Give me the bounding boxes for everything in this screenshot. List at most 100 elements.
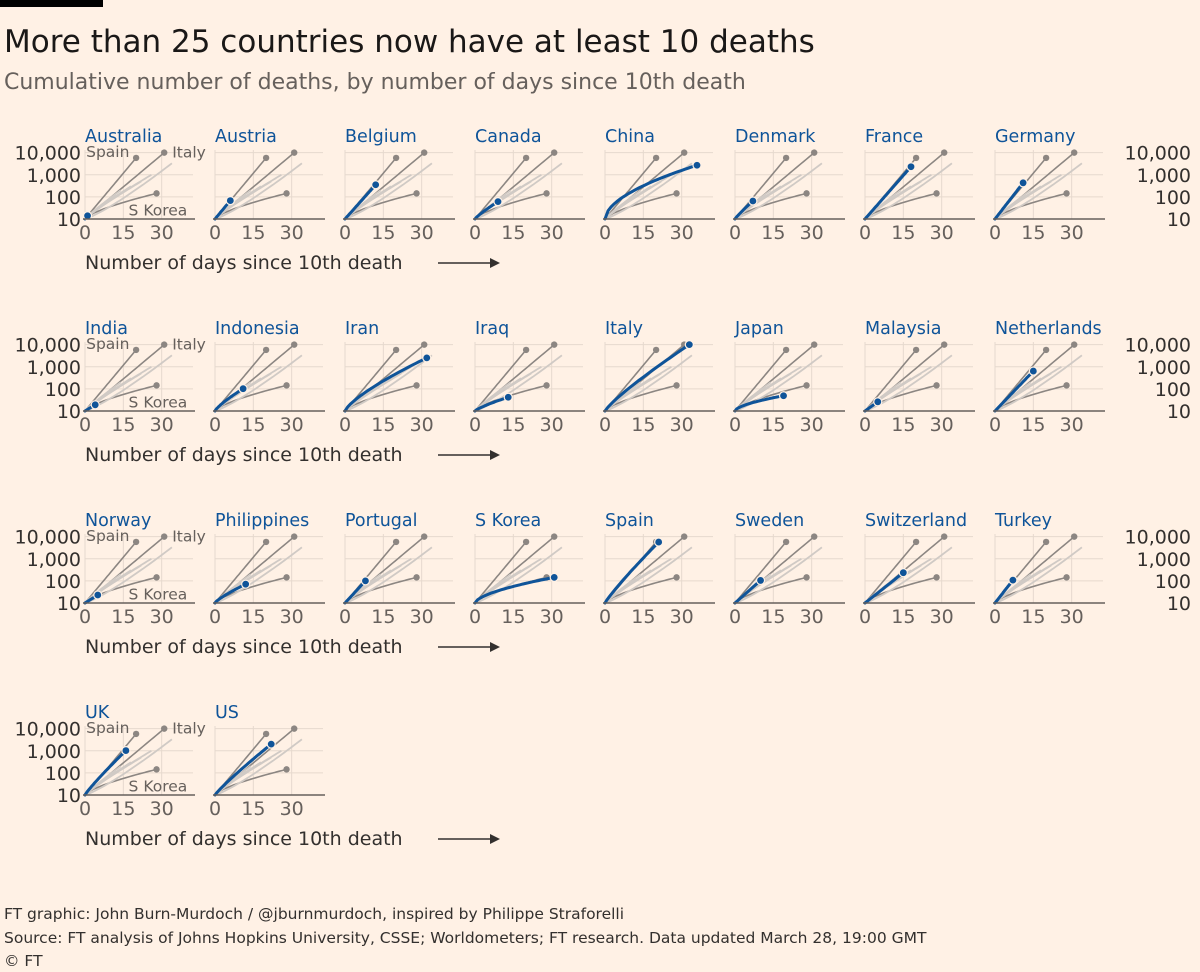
country-line bbox=[993, 578, 1015, 605]
footer-source: Source: FT analysis of Johns Hopkins Uni… bbox=[4, 929, 927, 947]
annotation-skorea: S Korea bbox=[129, 585, 188, 603]
panel-title: Sweden bbox=[735, 511, 804, 531]
reference-end-point bbox=[803, 382, 810, 389]
x-tick-label: 15 bbox=[241, 222, 265, 244]
country-line bbox=[863, 165, 913, 221]
x-tick-label: 30 bbox=[280, 798, 304, 820]
annotation-italy: Italy bbox=[172, 720, 206, 738]
country-end-point bbox=[241, 579, 251, 589]
x-axis-arrow-head bbox=[490, 258, 500, 268]
panel-title: Indonesia bbox=[215, 319, 300, 339]
reference-end-point bbox=[673, 190, 680, 197]
panel-philippines: Philippines 0 15 30 bbox=[209, 511, 325, 628]
reference-end-point bbox=[652, 346, 660, 354]
reference-line bbox=[864, 576, 937, 604]
y-tick-label-right: 10,000 bbox=[1125, 143, 1191, 165]
panel-title: Iraq bbox=[475, 319, 509, 339]
x-tick-label: 0 bbox=[989, 606, 1001, 628]
reference-line bbox=[604, 194, 637, 220]
annotation-italy: Italy bbox=[172, 336, 206, 354]
x-tick-label: 15 bbox=[891, 414, 915, 436]
y-tick-label: 10,000 bbox=[15, 719, 81, 741]
country-end-point bbox=[1028, 366, 1038, 376]
reference-line bbox=[474, 349, 527, 412]
reference-line bbox=[474, 192, 547, 220]
x-tick-label: 30 bbox=[930, 414, 954, 436]
country-end-point bbox=[1008, 575, 1018, 585]
y-tick-label: 10,000 bbox=[15, 527, 81, 549]
reference-end-point bbox=[782, 346, 790, 354]
x-tick-label: 30 bbox=[800, 606, 824, 628]
x-tick-label: 0 bbox=[469, 606, 481, 628]
reference-end-point bbox=[262, 730, 270, 738]
reference-end-point bbox=[681, 149, 688, 156]
y-tick-label: 1,000 bbox=[27, 549, 81, 571]
reference-end-point bbox=[1042, 346, 1050, 354]
country-line bbox=[213, 582, 248, 605]
reference-end-point bbox=[262, 538, 270, 546]
panel-title: Austria bbox=[215, 127, 277, 147]
reference-end-point bbox=[912, 154, 920, 162]
panel-title: Iran bbox=[345, 319, 379, 339]
x-tick-label: 15 bbox=[241, 606, 265, 628]
y-tick-label: 10,000 bbox=[15, 335, 81, 357]
reference-end-point bbox=[413, 574, 420, 581]
x-tick-label: 30 bbox=[150, 222, 174, 244]
reference-end-point bbox=[262, 346, 270, 354]
country-end-point bbox=[93, 590, 103, 600]
country-line bbox=[83, 749, 128, 797]
x-tick-label: 0 bbox=[79, 414, 91, 436]
x-tick-label: 0 bbox=[729, 222, 741, 244]
x-tick-label: 15 bbox=[631, 606, 655, 628]
reference-end-point bbox=[291, 149, 298, 156]
x-tick-label: 0 bbox=[209, 798, 221, 820]
x-tick-label: 15 bbox=[371, 414, 395, 436]
x-tick-label: 0 bbox=[469, 414, 481, 436]
x-tick-label: 30 bbox=[1060, 222, 1084, 244]
x-axis-title: Number of days since 10th death bbox=[85, 828, 403, 850]
reference-end-point bbox=[811, 341, 818, 348]
x-tick-label: 0 bbox=[339, 606, 351, 628]
x-tick-label: 15 bbox=[111, 798, 135, 820]
x-tick-label: 15 bbox=[371, 606, 395, 628]
x-tick-label: 30 bbox=[1060, 414, 1084, 436]
panel-title: US bbox=[215, 703, 239, 723]
x-tick-label: 30 bbox=[280, 222, 304, 244]
x-tick-label: 0 bbox=[209, 606, 221, 628]
country-line bbox=[343, 356, 429, 413]
reference-line bbox=[734, 349, 787, 412]
country-end-point bbox=[266, 739, 276, 749]
panel-title: Japan bbox=[734, 319, 784, 339]
panel-malaysia: Malaysia 0 15 30 bbox=[859, 319, 975, 436]
panel-indonesia: Indonesia 0 15 30 bbox=[209, 319, 325, 436]
x-tick-label: 0 bbox=[599, 606, 611, 628]
x-tick-label: 0 bbox=[79, 798, 91, 820]
country-line bbox=[603, 540, 661, 605]
country-line bbox=[473, 395, 510, 413]
reference-line bbox=[84, 157, 137, 220]
reference-line bbox=[214, 192, 287, 220]
country-end-point bbox=[371, 180, 381, 190]
y-tick-label: 1,000 bbox=[27, 357, 81, 379]
reference-end-point bbox=[673, 382, 680, 389]
annotation-spain: Spain bbox=[86, 143, 129, 161]
y-tick-label-right: 1,000 bbox=[1137, 549, 1191, 571]
y-tick-label: 10 bbox=[57, 785, 81, 807]
reference-line bbox=[994, 162, 1083, 220]
panel-austria: Austria 0 15 30 bbox=[209, 127, 325, 244]
x-tick-label: 30 bbox=[1060, 606, 1084, 628]
x-tick-label: 0 bbox=[79, 222, 91, 244]
reference-end-point bbox=[132, 538, 140, 546]
reference-end-point bbox=[933, 382, 940, 389]
x-axis-arrow-head bbox=[490, 834, 500, 844]
y-tick-label-right: 100 bbox=[1155, 379, 1191, 401]
reference-line bbox=[84, 541, 137, 604]
y-tick-label-right: 10,000 bbox=[1125, 335, 1191, 357]
reference-end-point bbox=[291, 725, 298, 732]
x-tick-label: 15 bbox=[111, 606, 135, 628]
reference-line bbox=[214, 162, 303, 220]
reference-end-point bbox=[392, 346, 400, 354]
x-tick-label: 0 bbox=[859, 414, 871, 436]
country-line bbox=[603, 343, 691, 413]
